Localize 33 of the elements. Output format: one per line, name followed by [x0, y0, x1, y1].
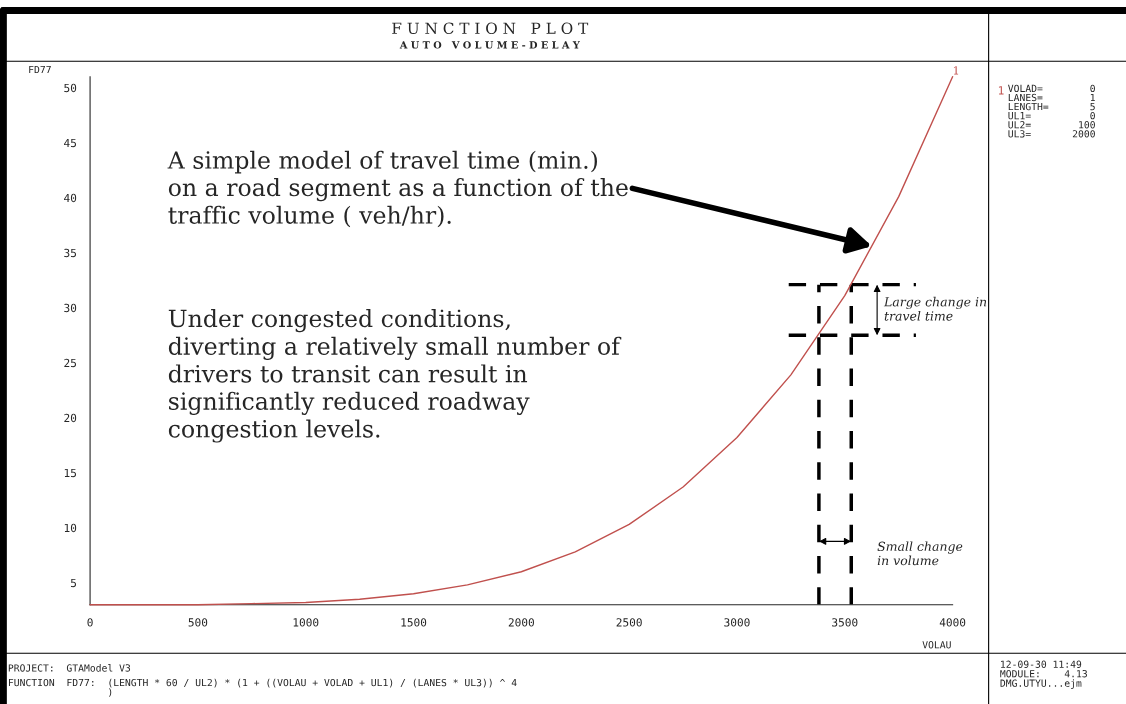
y-tick-label: 20 — [64, 413, 77, 423]
y-tick-label: 10 — [64, 523, 77, 533]
x-tick-label: 3000 — [724, 618, 750, 627]
y-tick-label: 15 — [64, 468, 76, 478]
y-tick-label: 35 — [64, 248, 76, 258]
x-tick-label: 3500 — [832, 618, 858, 627]
y-tick-label: 30 — [64, 303, 77, 313]
series-label: 1 — [953, 66, 959, 75]
x-tick-label: 0 — [87, 618, 93, 627]
text: VOLAD= 0 LANES= 1 LENGTH= 5 UL1= 0 UL2= 100 UL3= 2000 — [1008, 84, 1095, 138]
chart-subtitle: A U T O V O L U M E - D E L A Y — [399, 41, 580, 49]
x-tick-label: 1500 — [401, 618, 427, 627]
y-tick-label: 25 — [64, 358, 76, 368]
text: FUNCTION FD77: (LENGTH * 60 / UL2) * (1 + ((VOLAU + VOLAD + UL1) / (LANES * UL3)) ^ 4 ) — [8, 678, 517, 697]
y-tick-label: 50 — [64, 83, 77, 93]
y-tick-label: 45 — [64, 138, 76, 148]
x-tick-label: 1000 — [293, 618, 319, 627]
x-tick-label: 2000 — [508, 618, 534, 627]
annotation: A simple model of travel time (min.) on a road segment as a function of the traffic volume ( veh/hr). — [167, 150, 628, 228]
chart-title: F U N C T I O N P L O T — [392, 22, 589, 34]
y-tick-label: 5 — [70, 578, 76, 588]
y-axis-title: FD77 — [29, 66, 51, 74]
x-tick-label: 500 — [188, 618, 208, 627]
text: 12-09-30 11:49 MODULE: 4.13 DMG.UTYU...ejm — [1000, 660, 1087, 689]
text: 1 — [998, 86, 1004, 95]
y-tick-label: 40 — [64, 193, 77, 203]
x-tick-label: 2500 — [616, 618, 642, 627]
annotation: Large change in travel time — [883, 296, 987, 321]
annotation: Small change in volume — [877, 541, 963, 566]
x-tick-label: 4000 — [939, 618, 966, 627]
annotation: Under congested conditions, diverting a relatively small number of drivers to transit can result in significantly reduced roadway congestion levels. — [168, 309, 622, 443]
x-axis-title: VOLAU — [922, 641, 951, 649]
text: PROJECT: GTAModel V3 — [8, 664, 131, 672]
